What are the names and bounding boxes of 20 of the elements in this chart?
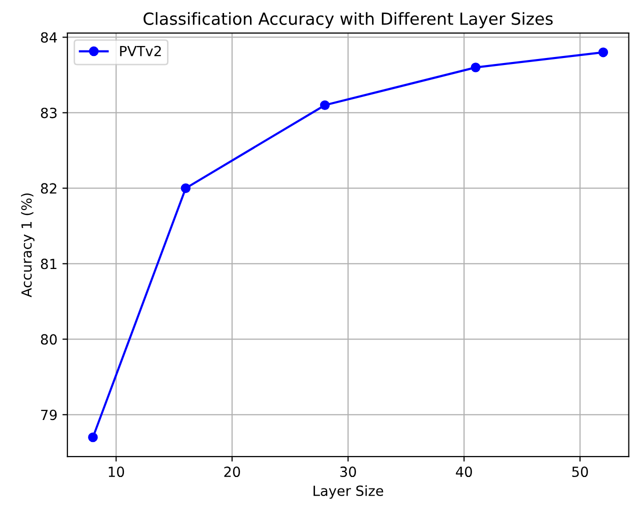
- x-tick-label: 40: [456, 466, 472, 478]
- x-tick-label: 50: [572, 466, 588, 478]
- chart-title: Classification Accuracy with Different Layer Sizes: [144, 12, 553, 28]
- y-tick-label: 84: [40, 32, 57, 43]
- x-tick-label: 30: [340, 466, 356, 478]
- y-tick-label: 82: [40, 183, 56, 194]
- point: [470, 62, 481, 72]
- point: [598, 47, 608, 58]
- x-axis-title: Layer Size: [314, 485, 384, 499]
- y-tick-label: 83: [40, 108, 57, 118]
- y-tick-label: 79: [41, 410, 57, 420]
- point: [88, 432, 98, 442]
- legend-label: PVTv2: [120, 46, 161, 56]
- point: [180, 183, 191, 194]
- x-tick-label: 20: [224, 466, 240, 478]
- y-axis-title: Accuracy 1 (%): [21, 193, 34, 298]
- y-tick-label: 80: [40, 334, 57, 345]
- x-tick-label: 10: [108, 466, 124, 478]
- point: [320, 100, 330, 110]
- y-tick-label: 81: [40, 258, 56, 270]
